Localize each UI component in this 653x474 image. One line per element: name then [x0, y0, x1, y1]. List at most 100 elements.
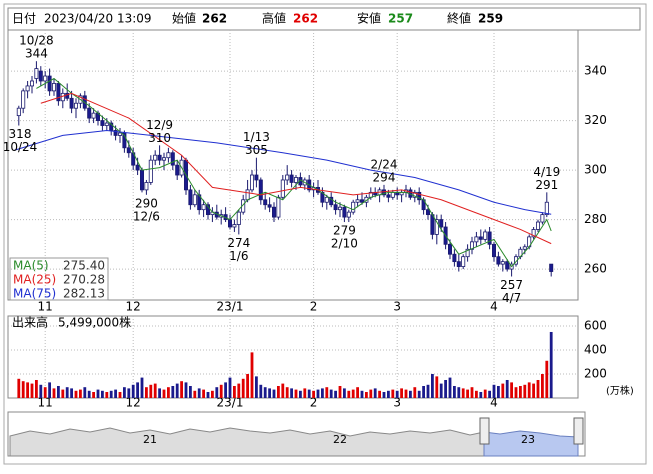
volume-bar: [79, 389, 82, 398]
volume-tick-label: 600: [584, 318, 607, 332]
candle-body: [496, 256, 501, 265]
volume-bar: [83, 387, 87, 398]
volume-bar: [74, 390, 78, 398]
annotation: 318: [9, 127, 32, 141]
volume-bar: [457, 387, 461, 398]
candle-body: [289, 174, 294, 183]
volume-bar: [351, 389, 355, 398]
y-tick-label: 300: [584, 163, 607, 177]
volume-bar: [325, 387, 329, 398]
volume-bar: [448, 377, 452, 398]
volume-bar: [453, 385, 456, 398]
annotation: 10/28: [19, 34, 54, 48]
navigator-handle-right[interactable]: [573, 417, 584, 445]
volume-bar: [409, 390, 412, 398]
x-tick-label: 2: [310, 300, 318, 314]
volume-bar: [123, 387, 126, 398]
annotation: 12/6: [133, 209, 160, 223]
volume-bar: [479, 391, 483, 398]
candle-body: [245, 189, 250, 201]
x-tick-label: 23/1: [217, 396, 244, 410]
volume-bar: [532, 383, 535, 398]
annotation: 344: [25, 47, 48, 61]
y-tick-label: 340: [584, 64, 607, 78]
volume-bar: [475, 390, 478, 398]
candle-body: [188, 189, 193, 206]
volume-bar: [360, 390, 364, 398]
volume-bar: [184, 382, 188, 398]
volume-bar: [255, 376, 258, 398]
volume-bar: [61, 389, 65, 398]
volume-bar: [241, 378, 245, 398]
ma-line: [40, 92, 552, 245]
annotation: 257: [500, 278, 523, 292]
volume-bar: [404, 389, 408, 398]
y-tick-label: 320: [584, 113, 607, 127]
navigator-handle-left[interactable]: [479, 417, 490, 445]
volume-bar: [263, 387, 267, 398]
volume-bar: [545, 360, 549, 398]
candle-body: [139, 169, 144, 191]
volume-bar: [417, 390, 421, 398]
candle-body: [267, 204, 272, 208]
candle-body: [456, 261, 461, 267]
volume-bar: [519, 385, 522, 398]
volume-bar: [497, 385, 500, 398]
candle-body: [153, 154, 158, 161]
candle-body: [74, 102, 79, 109]
annotation: 291: [535, 178, 558, 192]
candle-body: [65, 92, 70, 99]
candle-body: [34, 68, 39, 79]
volume-bar: [461, 388, 465, 398]
candle-body: [205, 204, 210, 216]
volume-bar: [382, 391, 386, 398]
candle-body: [285, 174, 290, 181]
candle-body: [359, 199, 364, 203]
volume-bar: [343, 388, 346, 398]
candle-body: [161, 157, 166, 161]
volume-bar: [158, 388, 161, 398]
candle-body: [113, 130, 118, 136]
candle-body: [469, 241, 474, 250]
legend-name: MA(25): [13, 273, 56, 287]
volume-bar: [35, 379, 38, 398]
candle-body: [280, 179, 285, 198]
candle-body: [461, 256, 466, 267]
candle-body: [276, 196, 281, 218]
volume-bar: [514, 387, 518, 398]
candle-body: [118, 132, 123, 136]
x-tick-label: 4: [490, 396, 498, 410]
candle-body: [135, 164, 140, 171]
x-tick-label: 23/1: [217, 300, 244, 314]
volume-bar: [444, 379, 447, 398]
annotation: 2/10: [331, 237, 358, 251]
annotation: 1/13: [243, 130, 270, 144]
candle-body: [430, 214, 435, 235]
candle-body: [52, 83, 57, 92]
volume-bar: [426, 384, 430, 398]
volume-bar: [369, 389, 373, 398]
candle-body: [390, 191, 395, 198]
volume-bar: [246, 373, 249, 398]
volume-bar: [435, 376, 439, 398]
candle-body: [91, 112, 96, 119]
candle-body: [320, 191, 325, 203]
volume-bar: [224, 382, 227, 398]
candle-body: [346, 211, 351, 218]
volume-bar: [43, 387, 47, 398]
volume-bar: [536, 379, 540, 398]
candle-body: [227, 219, 232, 228]
candle-body: [478, 236, 483, 240]
volume-bar: [413, 387, 417, 398]
volume-label: 出来高: [12, 315, 48, 330]
legend-value: 282.13: [63, 287, 105, 301]
volume-bar: [250, 352, 254, 398]
x-tick-label: 11: [38, 396, 53, 410]
candle-body: [483, 231, 488, 240]
volume-bar: [307, 389, 311, 398]
legend-name: MA(75): [13, 287, 56, 301]
candle-body: [425, 209, 430, 216]
candle-body: [16, 107, 21, 117]
volume-bar: [162, 389, 166, 398]
volume-bar: [175, 383, 179, 398]
